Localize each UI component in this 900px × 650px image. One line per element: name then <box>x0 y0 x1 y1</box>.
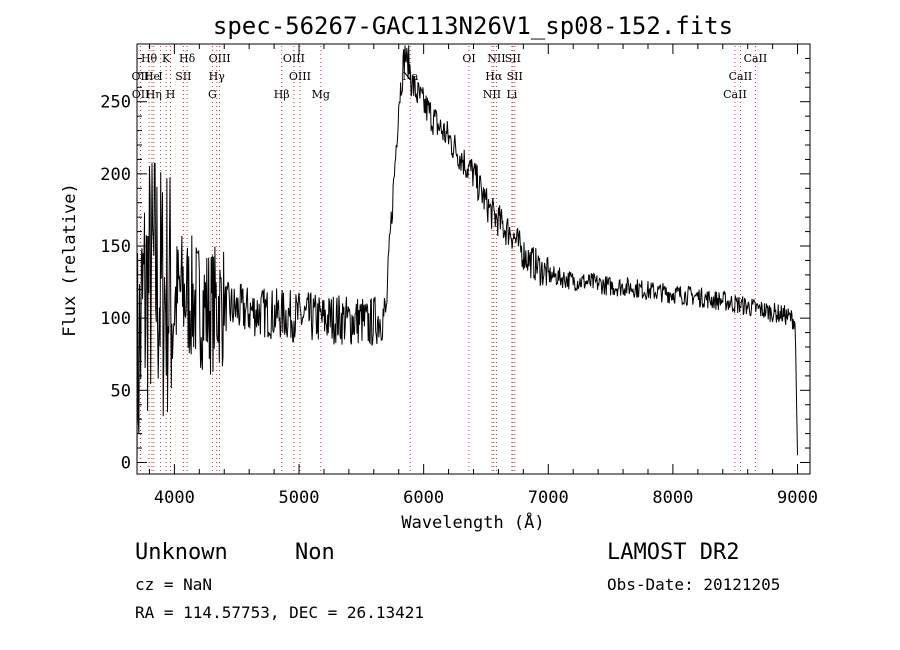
line-label: K <box>162 52 171 65</box>
line-label: NII <box>487 52 505 65</box>
object-subclass: Non <box>295 540 335 565</box>
line-label: Hγ <box>209 70 226 83</box>
line-label: Mg <box>312 88 330 101</box>
x-tick-label: 4000 <box>154 488 195 508</box>
line-label: SII <box>175 70 191 83</box>
y-tick-label: 100 <box>100 309 131 329</box>
object-class: Unknown <box>135 540 228 565</box>
line-label: G <box>208 88 217 101</box>
survey-name: LAMOST DR2 <box>607 540 740 565</box>
line-label: Hα <box>485 70 503 83</box>
y-axis-ticks: 0 50 100 150 200 250 <box>100 57 810 473</box>
y-tick-label: 50 <box>111 381 131 401</box>
x-axis-ticks: 4000 5000 6000 7000 8000 9000 <box>148 44 818 508</box>
observation-date: Obs-Date: 20121205 <box>607 575 781 594</box>
line-label: CaII <box>729 70 753 83</box>
line-label: OII <box>132 88 150 101</box>
spectrum-line <box>136 45 798 473</box>
line-label: I <box>158 70 162 83</box>
line-label: Li <box>506 88 517 101</box>
y-tick-label: 200 <box>100 165 131 185</box>
spectral-line-markers <box>139 46 756 474</box>
x-axis-label: Wavelength (Å) <box>401 511 544 533</box>
line-label: Hη <box>146 88 162 101</box>
line-label: NII <box>483 88 501 101</box>
line-label: Hθ <box>141 52 158 65</box>
x-tick-label: 9000 <box>777 488 818 508</box>
x-tick-label: 8000 <box>652 488 693 508</box>
y-axis-label: Flux (relative) <box>60 183 80 337</box>
y-tick-label: 250 <box>100 93 131 113</box>
redshift-value: cz = NaN <box>135 575 213 594</box>
y-tick-label: 150 <box>100 237 131 257</box>
line-label: OIII <box>289 70 311 83</box>
y-tick-label: 0 <box>121 453 131 473</box>
x-tick-label: 7000 <box>528 488 569 508</box>
line-label: OIII <box>209 52 231 65</box>
line-label: H <box>166 88 176 101</box>
line-label: OI <box>462 52 475 65</box>
line-label: CaII <box>723 88 747 101</box>
line-label: Hβ <box>274 88 290 101</box>
plot-frame <box>136 43 811 475</box>
x-tick-label: 6000 <box>403 488 444 508</box>
line-label: Hδ <box>179 52 196 65</box>
line-label: He <box>144 70 160 83</box>
line-label: SII <box>507 70 523 83</box>
line-label: CaII <box>744 52 768 65</box>
chart-title: spec-56267-GAC113N26V1_sp08-152.fits <box>213 12 733 40</box>
x-tick-label: 5000 <box>279 488 320 508</box>
line-label: OIII <box>283 52 305 65</box>
coordinates: RA = 114.57753, DEC = 26.13421 <box>135 603 424 622</box>
line-label: SII <box>505 52 521 65</box>
line-label: OII <box>132 70 150 83</box>
